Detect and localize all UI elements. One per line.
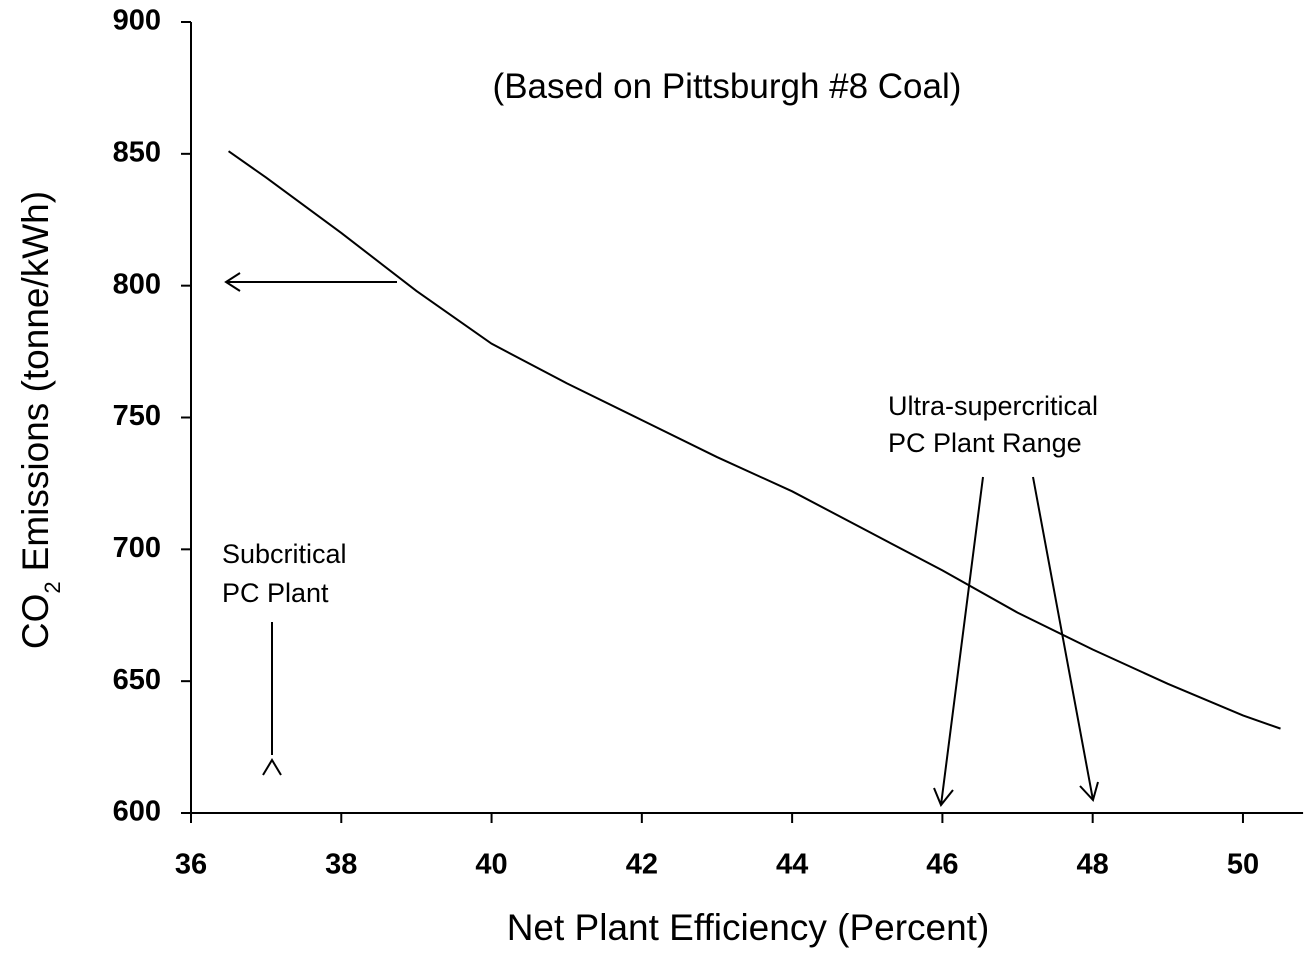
x-axis-label: Net Plant Efficiency (Percent) [507, 907, 990, 948]
y-tick-label: 700 [113, 532, 161, 564]
y-label-part: Emissions (tonne/kWh) [15, 191, 56, 571]
arrow [262, 622, 282, 776]
arrow [933, 476, 984, 807]
y-tick-label: 850 [113, 136, 161, 168]
x-tick-label: 38 [325, 849, 357, 881]
annotation: Ultra-supercritical [888, 391, 1098, 421]
annotation: PC Plant Range [888, 428, 1082, 458]
line [227, 150, 1281, 730]
y-tick-label: 750 [113, 400, 161, 432]
y-tick-label: 900 [113, 5, 161, 37]
x-tick-label: 36 [175, 849, 207, 881]
y-axis-label: CO2 Emissions (tonne/kWh) [15, 191, 65, 649]
arrows [224, 272, 1099, 807]
arrow [224, 272, 397, 292]
y-tick-label: 800 [113, 268, 161, 300]
arrow [1032, 476, 1099, 802]
y-tick-label: 650 [113, 664, 161, 696]
x-tick-label: 48 [1077, 849, 1109, 881]
annotation: PC Plant [222, 578, 329, 608]
annotation: Subcritical [222, 539, 347, 569]
y-label-part: CO [15, 594, 56, 650]
x-tick-label: 42 [626, 849, 658, 881]
chart-title: (Based on Pittsburgh #8 Coal) [493, 67, 962, 106]
y-tick-label: 600 [113, 796, 161, 828]
x-tick-label: 46 [926, 849, 958, 881]
x-tick-label: 44 [776, 849, 808, 881]
x-tick-label: 40 [475, 849, 507, 881]
y-label-subscript: 2 [40, 581, 65, 593]
x-tick-label: 50 [1227, 849, 1259, 881]
